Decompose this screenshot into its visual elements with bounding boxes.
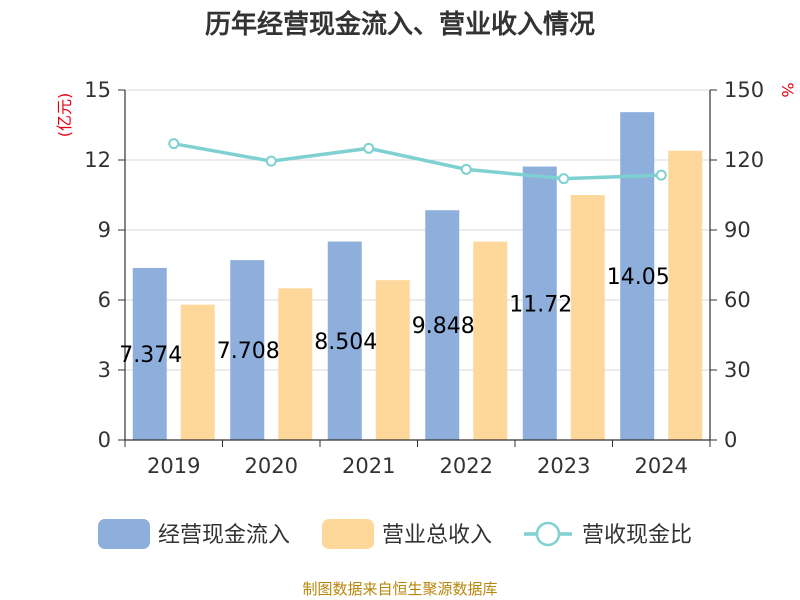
- legend-marker: [535, 521, 561, 547]
- bar: [425, 210, 460, 440]
- line-point: [265, 155, 277, 167]
- bar: [570, 195, 605, 440]
- y-right-tick-label: 90: [724, 218, 751, 242]
- y-left-tick-label: 9: [98, 218, 111, 242]
- y-right-tick-label: 150: [724, 78, 764, 102]
- source-note: 制图数据来自恒生聚源数据库: [302, 580, 497, 598]
- x-tick-label: 2024: [635, 454, 688, 478]
- x-tick-label: 2019: [147, 454, 200, 478]
- y-right-tick-label: 60: [724, 288, 751, 312]
- bar-data-label: 7.374: [119, 343, 182, 368]
- legend-revenue: 营业总收入: [322, 519, 492, 549]
- bar: [132, 267, 167, 440]
- bar: [620, 112, 655, 441]
- legend-swatch: [322, 519, 374, 549]
- line-point: [558, 173, 570, 185]
- legend-swatch: [98, 519, 150, 549]
- chart-title: 历年经营现金流入、营业收入情况: [205, 9, 595, 40]
- y-right-tick-label: 0: [724, 428, 737, 452]
- x-tick-label: 2020: [245, 454, 298, 478]
- x-tick-label: 2021: [342, 454, 395, 478]
- y-left-tick-label: 3: [98, 358, 111, 382]
- x-tick-label: 2023: [537, 454, 590, 478]
- legend-cash-inflow: 经营现金流入: [98, 519, 290, 549]
- bar: [668, 150, 703, 440]
- y-left-tick-label: 0: [98, 428, 111, 452]
- bar: [278, 288, 313, 440]
- bar-data-label: 7.708: [217, 339, 280, 364]
- y-left-unit: (亿元): [55, 93, 74, 138]
- bar-data-label: 9.848: [412, 314, 475, 339]
- line-point: [363, 142, 375, 154]
- legend-label: 经营现金流入: [158, 523, 290, 548]
- line-point: [460, 163, 472, 175]
- legend: 经营现金流入 营业总收入 营收现金比: [98, 519, 692, 549]
- y-right-tick-label: 120: [724, 148, 764, 172]
- y-left-tick-label: 12: [84, 148, 111, 172]
- x-tick-label: 2022: [440, 454, 493, 478]
- line-point: [655, 169, 667, 181]
- ratio-line: [173, 141, 662, 181]
- y-left-tick-label: 6: [98, 288, 111, 312]
- legend-label: 营收现金比: [582, 523, 692, 548]
- bar: [522, 166, 557, 441]
- bar-data-label: 11.72: [509, 292, 572, 317]
- bar: [180, 304, 215, 440]
- y-left-tick-label: 15: [84, 78, 111, 102]
- y-right-unit: %: [778, 82, 797, 97]
- y-right-tick-label: 30: [724, 358, 751, 382]
- line-series: [168, 138, 667, 185]
- line-point: [168, 138, 180, 150]
- bar: [473, 241, 508, 440]
- legend-ratio: 营收现金比: [524, 521, 692, 548]
- bar: [375, 280, 410, 440]
- bar-labels: 7.374 7.708 8.504 9.848 11.72 14.05: [119, 265, 669, 368]
- bars: [132, 112, 703, 441]
- bar-data-label: 8.504: [314, 330, 377, 355]
- bar-data-label: 14.05: [607, 265, 670, 290]
- bar: [230, 260, 265, 440]
- bar: [327, 241, 362, 440]
- legend-label: 营业总收入: [382, 523, 492, 548]
